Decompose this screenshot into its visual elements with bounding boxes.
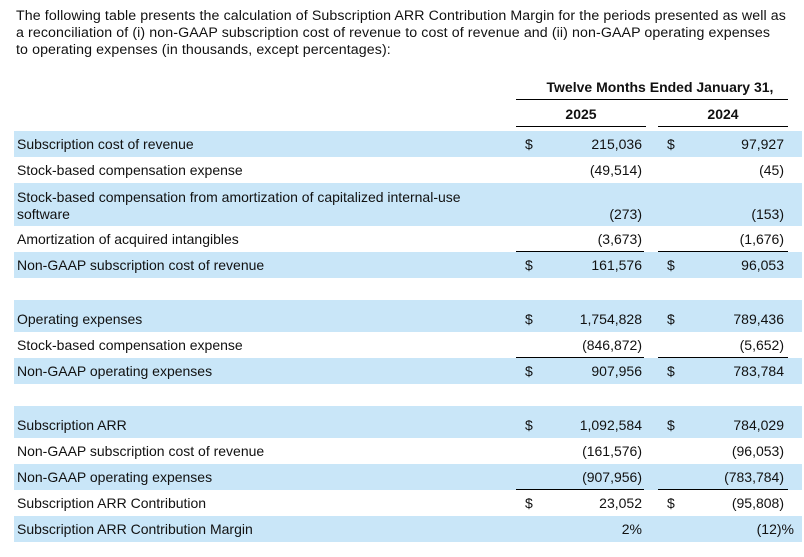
value-2025: (49,514) <box>589 162 642 178</box>
table-row: Non-GAAP operating expenses $ 907,956 $ … <box>14 358 802 384</box>
value-2024: (1,676) <box>739 231 784 247</box>
section-spacer <box>14 300 802 306</box>
row-label: Non-GAAP operating expenses <box>17 363 213 379</box>
value-2024: 789,436 <box>733 311 784 327</box>
row-label: Non-GAAP subscription cost of revenue <box>17 443 265 459</box>
row-label: Subscription ARR <box>17 417 127 433</box>
year-2025-header: 2025 <box>565 106 597 122</box>
percent-sign: % <box>629 521 642 537</box>
row-label: Subscription ARR Contribution Margin <box>17 521 253 537</box>
dollar-sign: $ <box>525 136 533 152</box>
value-2024: (45) <box>759 162 784 178</box>
value-2024: 784,029 <box>733 417 784 433</box>
period-header: Twelve Months Ended January 31, <box>546 79 774 95</box>
value-2024: (783,784) <box>724 469 784 485</box>
value-number: 2 <box>621 521 630 537</box>
year-2025-rule <box>516 126 646 127</box>
value-2025: 1,754,828 <box>579 311 642 327</box>
table-row: Non-GAAP subscription cost of revenue (1… <box>14 438 802 464</box>
value-2025: (907,956) <box>582 469 642 485</box>
subtotal-rule <box>516 357 644 358</box>
subtotal-rule <box>516 251 644 252</box>
dollar-sign: $ <box>525 495 533 511</box>
value-2025: (161,576) <box>582 443 642 459</box>
value-2024: (5,652) <box>739 337 784 353</box>
value-2024: 96,053 <box>741 257 784 273</box>
dollar-sign: $ <box>667 311 675 327</box>
value-2024: (96,053) <box>731 443 784 459</box>
dollar-sign: $ <box>667 363 675 379</box>
table-row: Stock-based compensation expense (846,87… <box>14 332 802 358</box>
value-2025: 23,052 <box>599 495 642 511</box>
row-label: Stock-based compensation from amortizati… <box>17 189 461 222</box>
dollar-sign: $ <box>525 257 533 273</box>
dollar-sign: $ <box>667 495 675 511</box>
intro-paragraph: The following table presents the calcula… <box>16 8 786 58</box>
year-2024-rule <box>658 126 788 127</box>
value-2025: (273) <box>609 206 642 222</box>
value-2025: 161,576 <box>591 257 642 273</box>
value-2024: (153) <box>751 206 784 222</box>
value-2024: 97,927 <box>741 136 784 152</box>
dollar-sign: $ <box>667 136 675 152</box>
subtotal-rule <box>516 489 644 490</box>
table-row: Subscription ARR $ 1,092,584 $ 784,029 <box>14 412 802 438</box>
table-row: Subscription ARR Contribution $ 23,052 $… <box>14 490 802 516</box>
row-label: Amortization of acquired intangibles <box>17 231 239 247</box>
table-row: Amortization of acquired intangibles (3,… <box>14 226 802 252</box>
value-2025: 215,036 <box>591 136 642 152</box>
table-row: Stock-based compensation expense (49,514… <box>14 157 802 183</box>
row-label: Operating expenses <box>17 311 143 327</box>
subtotal-rule <box>658 489 788 490</box>
dollar-sign: $ <box>525 417 533 433</box>
value-2025: (3,673) <box>597 231 642 247</box>
dollar-sign: $ <box>667 257 675 273</box>
dollar-sign: $ <box>525 363 533 379</box>
row-label: Non-GAAP operating expenses <box>17 469 213 485</box>
dollar-sign: $ <box>667 417 675 433</box>
table-row: Subscription cost of revenue $ 215,036 $… <box>14 131 802 157</box>
row-label: Subscription ARR Contribution <box>17 495 207 511</box>
table-row: Operating expenses $ 1,754,828 $ 789,436 <box>14 306 802 332</box>
year-2024-header: 2024 <box>707 106 739 122</box>
section-spacer <box>14 406 802 412</box>
header-rule <box>516 99 788 100</box>
value-2025: 2% <box>517 521 642 538</box>
row-label: Non-GAAP subscription cost of revenue <box>17 257 265 273</box>
value-2025: 907,956 <box>591 363 642 379</box>
dollar-sign: $ <box>525 311 533 327</box>
subtotal-rule <box>658 357 788 358</box>
subtotal-rule <box>658 251 788 252</box>
table-row: Non-GAAP operating expenses (907,956) (7… <box>14 464 802 490</box>
value-2024: 783,784 <box>733 363 784 379</box>
table-row: Stock-based compensation from amortizati… <box>14 183 802 226</box>
value-2024: (12)% <box>659 521 794 538</box>
value-number: (12) <box>756 521 782 537</box>
value-2024: (95,808) <box>731 495 784 511</box>
percent-sign: % <box>781 521 794 537</box>
table-row: Non-GAAP subscription cost of revenue $ … <box>14 252 802 278</box>
value-2025: 1,092,584 <box>579 417 642 433</box>
table-row: Subscription ARR Contribution Margin 2% … <box>14 516 802 542</box>
value-2025: (846,872) <box>582 337 642 353</box>
row-label: Stock-based compensation expense <box>17 162 243 178</box>
row-label: Stock-based compensation expense <box>17 337 243 353</box>
row-label: Subscription cost of revenue <box>17 136 194 152</box>
